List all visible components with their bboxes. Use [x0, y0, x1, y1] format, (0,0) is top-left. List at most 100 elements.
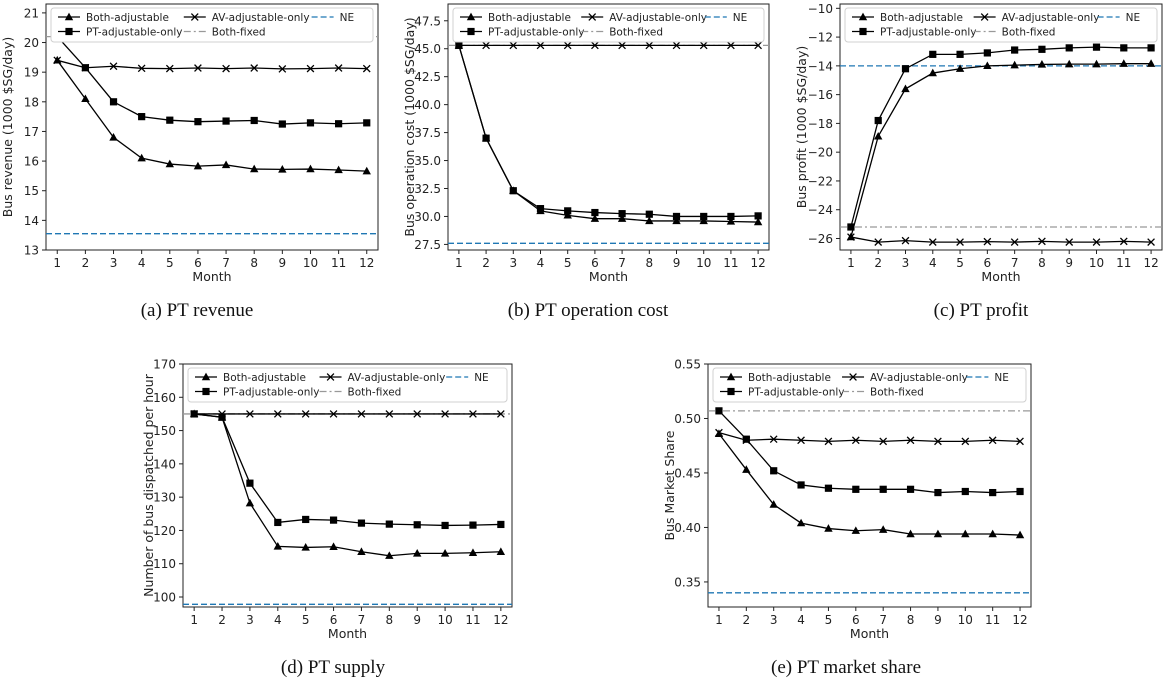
pt-adjustable-only-point — [618, 210, 626, 218]
y-tick-label: −12 — [808, 31, 833, 45]
x-tick-label: 5 — [564, 256, 572, 270]
both-adjustable-point — [536, 206, 545, 215]
pt-adjustable-only-point — [934, 488, 942, 497]
both-adjustable-point — [955, 64, 965, 72]
av-adjustable-only-point — [385, 410, 394, 418]
both-adjustable-point — [109, 132, 118, 141]
both-adjustable-point — [983, 61, 992, 70]
legend-item-pt-adjustable-only: PT-adjustable-only — [720, 387, 845, 399]
pt-adjustable-only-point — [109, 98, 118, 106]
av-adjustable-only-point — [874, 238, 883, 246]
x-tick-label: 4 — [138, 256, 146, 270]
pt-adjustable-only-point — [306, 119, 315, 127]
av-adjustable-only-series — [53, 56, 371, 73]
legend-label: Both-fixed — [348, 387, 402, 399]
pt-adjustable-only-point — [700, 212, 708, 221]
legend-box — [50, 7, 374, 43]
y-tick-label: 32.5 — [414, 182, 441, 196]
both-adjustable-point — [81, 94, 90, 103]
both-adjustable-series — [846, 59, 1156, 241]
both-adjustable-point — [1119, 59, 1128, 67]
legend-item-both-adjustable: Both-adjustable — [852, 12, 963, 24]
both-adjustable-point — [714, 429, 724, 437]
pt-adjustable-only-point — [274, 518, 282, 527]
pt-adjustable-only-point — [715, 407, 723, 415]
both-adjustable-point — [165, 159, 174, 168]
pt-adjustable-only-point — [901, 65, 910, 73]
x-tick-label: 6 — [984, 256, 992, 270]
legend-item-both-fixed: Both-fixed — [973, 27, 1055, 39]
av-adjustable-only-point — [928, 238, 937, 246]
x-tick-label: 6 — [330, 613, 338, 627]
both-adjustable-point — [699, 216, 708, 225]
x-tick-label: 4 — [274, 613, 282, 627]
panel-pt-supply: 1 2 3 4 5 6 7 8 9 10 11 12 100 110 120 130 140 150 160 170 M… — [141, 358, 513, 641]
x-tick-label: 2 — [743, 613, 751, 627]
av-adjustable-only-point — [879, 437, 888, 446]
x-tick-label: 7 — [618, 256, 626, 270]
both-adjustable-point — [726, 217, 736, 225]
pt-adjustable-only-point — [250, 116, 258, 125]
both-adjustable-point — [250, 164, 259, 173]
av-adjustable-only-point — [824, 437, 833, 446]
both-adjustable-point — [217, 412, 227, 421]
chart-svg: 1 2 3 4 5 6 7 8 9 10 11 1227.530.032.535.037.540.04… — [402, 3, 770, 284]
y-axis-label: Bus Market Share — [662, 430, 677, 540]
pt-adjustable-only-point — [246, 479, 254, 487]
y-tick-label: 150 — [153, 424, 176, 438]
both-adjustable-point — [961, 529, 970, 538]
av-adjustable-only-point — [362, 64, 371, 73]
y-tick-label: −24 — [808, 203, 833, 217]
x-tick-label: 9 — [279, 256, 287, 270]
av-adjustable-only-point — [273, 410, 282, 418]
y-axis-label: Bus revenue (1000 $SG/day) — [0, 37, 15, 217]
both-adjustable-point — [481, 133, 491, 142]
both-adjustable-point — [901, 84, 910, 93]
av-adjustable-only-point — [301, 410, 310, 418]
av-adjustable-only-point — [194, 64, 202, 72]
x-tick-label: 5 — [825, 613, 833, 627]
x-tick-label: 3 — [246, 613, 254, 627]
y-tick-label: −18 — [808, 117, 833, 131]
y-tick-label: −20 — [808, 146, 833, 160]
pt-adjustable-only-point — [1065, 44, 1073, 52]
av-adjustable-only-point — [727, 41, 735, 50]
both-adjustable-point — [1015, 530, 1025, 539]
x-tick-label: 1 — [847, 256, 855, 270]
x-tick-label: 7 — [358, 613, 366, 627]
chart-svg: 1 2 3 4 5 6 7 8 9 10 11 12131415161718192021MonthBu… — [0, 3, 379, 284]
y-axis-label: Bus operation cost (1000 $SG/day) — [402, 17, 417, 236]
pt-adjustable-only-line — [56, 36, 367, 125]
pt-adjustable-only-point — [983, 49, 991, 57]
x-tick-label: 9 — [1065, 256, 1073, 270]
legend-label: PT-adjustable-only — [880, 27, 977, 39]
both-adjustable-point — [362, 166, 371, 175]
both-adjustable-line — [458, 45, 759, 223]
legend-marker — [466, 12, 476, 21]
x-tick-label: 2 — [482, 256, 490, 270]
legend-label: Both-adjustable — [488, 12, 571, 24]
both-adjustable-point — [1037, 60, 1047, 68]
av-adjustable-only-point — [413, 410, 422, 418]
x-tick-label: 1 — [715, 613, 723, 627]
x-tick-label: 7 — [1011, 256, 1019, 270]
both-adjustable-series — [714, 429, 1025, 539]
x-tick-label: 2 — [218, 613, 226, 627]
x-tick-label: 2 — [874, 256, 882, 270]
legend-item-av-adjustable-only: AV-adjustable-only — [183, 12, 310, 24]
av-adjustable-only-point — [983, 237, 992, 246]
pt-adjustable-only-point — [672, 212, 681, 221]
legend-label: PT-adjustable-only — [223, 387, 320, 399]
x-tick-label: 12 — [750, 256, 765, 270]
y-tick-label: 21 — [24, 6, 39, 20]
av-adjustable-only-point — [563, 41, 572, 50]
legend-item-both-adjustable: Both-adjustable — [195, 372, 306, 384]
av-adjustable-only-point — [496, 410, 505, 418]
legend-item-av-adjustable-only: AV-adjustable-only — [319, 372, 445, 384]
legend-marker — [859, 27, 867, 36]
y-tick-label: 100 — [153, 591, 176, 605]
both-adjustable-series — [189, 409, 506, 559]
x-tick-label: 1 — [455, 256, 463, 270]
av-adjustable-only-point — [988, 436, 997, 445]
pt-adjustable-only-point — [847, 223, 855, 231]
